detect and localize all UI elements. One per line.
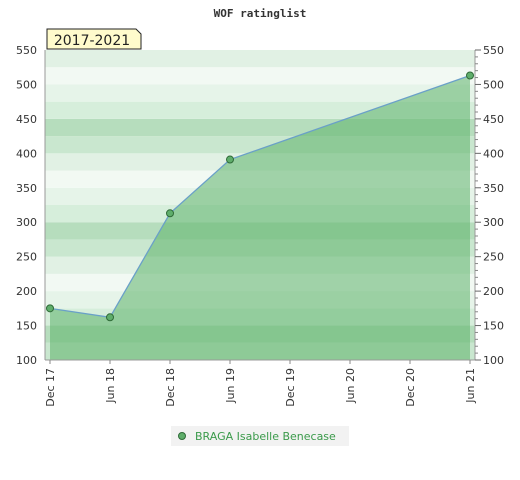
x-tick-label: Dec 17 (44, 368, 57, 407)
x-tick-label: Jun 20 (344, 368, 357, 404)
y-tick-label-right: 450 (483, 113, 504, 126)
y-tick-label-right: 300 (483, 216, 504, 229)
y-tick-label-left: 350 (16, 182, 37, 195)
x-tick-label: Jun 18 (104, 368, 117, 404)
x-tick-label: Dec 19 (284, 368, 297, 407)
background-band (45, 67, 475, 85)
y-tick-label-left: 200 (16, 285, 37, 298)
x-tick-label: Dec 18 (164, 368, 177, 407)
data-points (46, 71, 474, 322)
data-point (106, 313, 114, 322)
y-tick-label-left: 450 (16, 113, 37, 126)
y-tick-label-left: 400 (16, 147, 37, 160)
background-band (45, 84, 475, 102)
y-tick-label-left: 300 (16, 216, 37, 229)
y-tick-label-right: 550 (483, 44, 504, 57)
legend-box (171, 426, 349, 446)
data-point (466, 71, 474, 80)
y-tick-label-right: 150 (483, 320, 504, 333)
x-tick-label: Dec 20 (404, 368, 417, 407)
y-tick-label-right: 100 (483, 354, 504, 367)
legend: BRAGA Isabelle Benecase (171, 426, 349, 446)
y-tick-label-left: 150 (16, 320, 37, 333)
y-tick-label-right: 200 (483, 285, 504, 298)
y-tick-label-left: 100 (16, 354, 37, 367)
data-point (46, 304, 54, 313)
data-point (226, 155, 234, 164)
y-axis-right: 100 150 200 250 300 350 400 450 500 550 (475, 44, 504, 367)
y-tick-label-right: 400 (483, 147, 504, 160)
y-tick-label-right: 250 (483, 251, 504, 264)
x-tick-label: Jun 21 (464, 368, 477, 404)
y-tick-label-left: 500 (16, 78, 37, 91)
x-axis-labels: Dec 17 Jun 18 Dec 18 Jun 19 Dec 19 Jun 20 Dec … (44, 360, 477, 407)
y-tick-label-right: 350 (483, 182, 504, 195)
y-axis-left: 100 150 200 250 300 350 400 450 500 550 (16, 44, 37, 367)
series-area (50, 75, 470, 360)
data-point (166, 209, 174, 218)
y-tick-label-right: 500 (483, 78, 504, 91)
chart-title: WOF ratinglist (214, 7, 307, 20)
axes (44, 50, 476, 361)
background-band (45, 50, 475, 68)
period-badge: 2017-2021 (46, 28, 142, 50)
period-badge-box (46, 28, 142, 50)
y-tick-label-left: 250 (16, 251, 37, 264)
legend-marker-icon (178, 432, 186, 440)
period-label: 2017-2021 (54, 33, 130, 49)
x-tick-label: Jun 19 (224, 368, 237, 404)
y-tick-label-left: 550 (16, 44, 37, 57)
legend-series-label: BRAGA Isabelle Benecase (195, 430, 336, 443)
